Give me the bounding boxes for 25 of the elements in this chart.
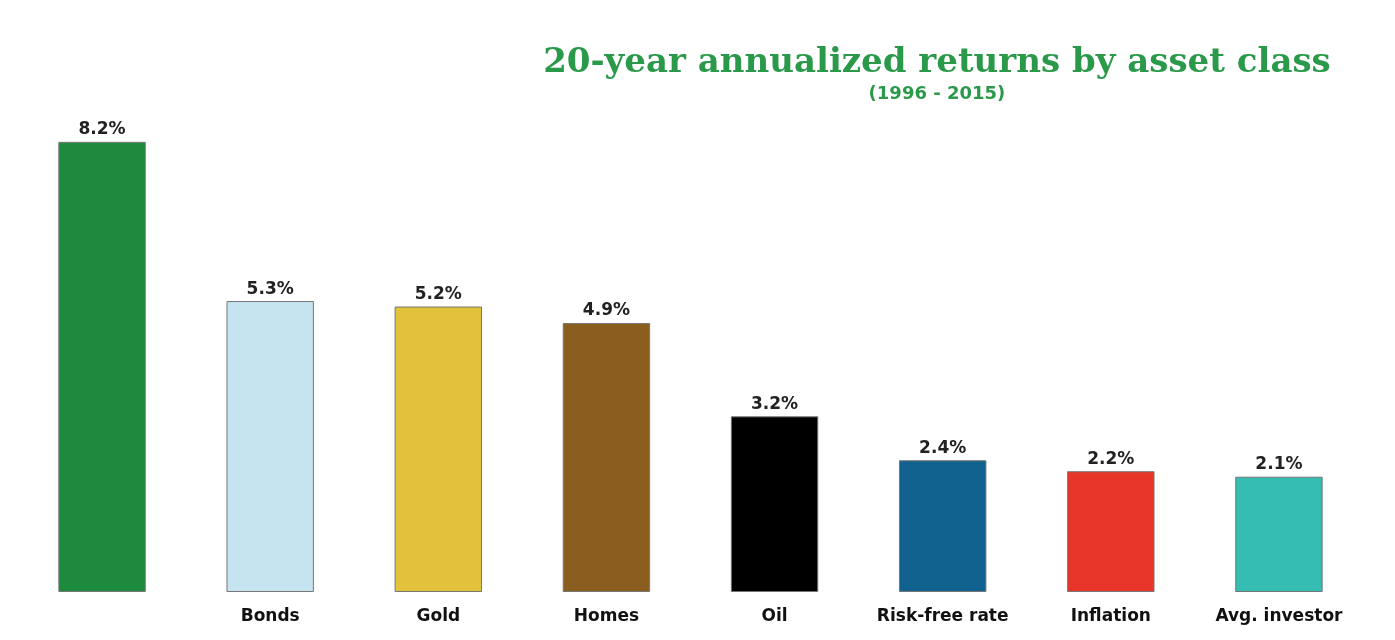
data-label: 4.9% xyxy=(582,299,631,320)
x-tick-label: Gold xyxy=(416,604,461,625)
x-tick-label: Avg. investor xyxy=(1215,604,1344,625)
data-label: 2.2% xyxy=(1087,447,1135,468)
x-tick-label: Bonds xyxy=(240,604,300,625)
chart-subtitle: (1996 - 2015) xyxy=(868,81,1006,103)
bar xyxy=(58,141,146,592)
data-label: 8.2% xyxy=(78,118,126,139)
x-tick-label: Homes xyxy=(573,604,640,625)
bar xyxy=(898,460,987,592)
x-tick-label: Risk-free rate xyxy=(876,604,1009,625)
data-label: 2.4% xyxy=(919,436,967,457)
data-label: 5.2% xyxy=(414,283,462,304)
x-tick-label: Inflation xyxy=(1070,604,1151,625)
bar xyxy=(1067,471,1155,592)
bar xyxy=(730,416,819,592)
bar xyxy=(226,301,314,592)
data-label: 5.3% xyxy=(246,277,294,298)
bar xyxy=(1235,476,1323,592)
bar xyxy=(562,322,651,592)
data-label: 3.2% xyxy=(750,392,799,413)
chart-title: 20-year annualized returns by asset class xyxy=(543,40,1331,80)
bar xyxy=(394,306,483,592)
data-label: 2.1% xyxy=(1255,453,1303,474)
x-tick-label: Oil xyxy=(761,604,788,625)
